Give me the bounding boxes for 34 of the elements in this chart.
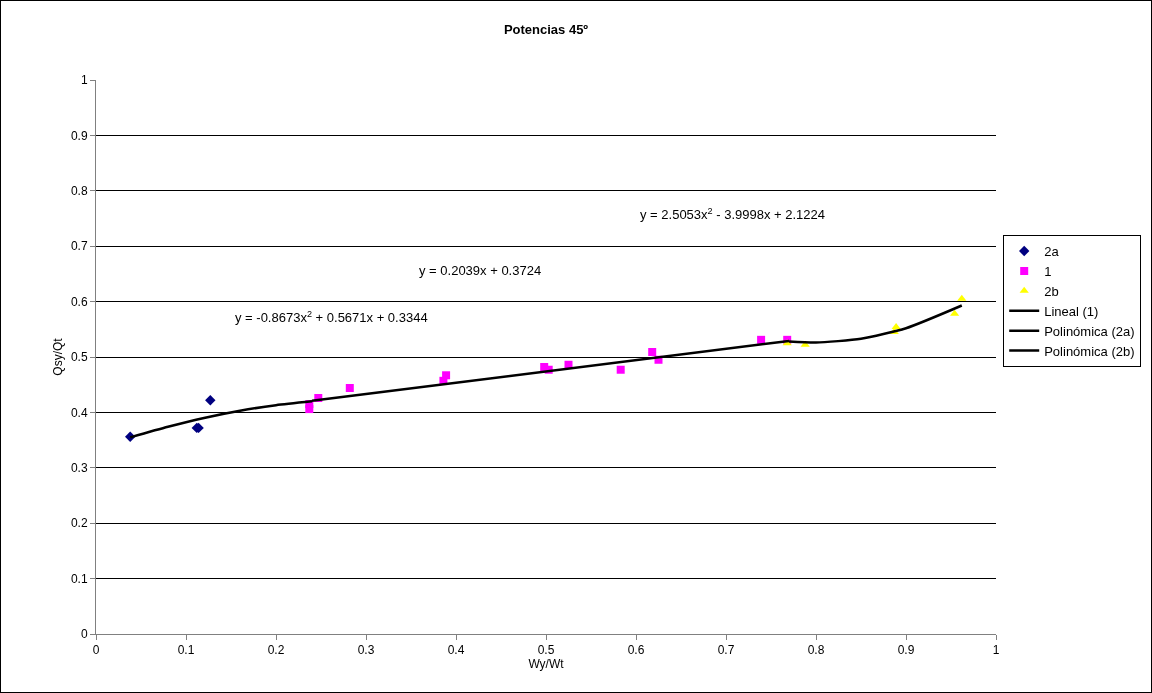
x-tick-label: 0.4 (447, 643, 465, 658)
annotation: y = -0.8673x$^{2}$ + 0.5671x + 0.3344 (235, 309, 428, 326)
y-tick-label: 1 (80, 73, 88, 88)
y-tick-label: 0.1 (70, 571, 88, 586)
y-tick-label: 0.6 (70, 294, 88, 309)
x-tick-label: 0.7 (717, 643, 735, 658)
legend-label: 2a (1044, 244, 1060, 260)
x-tick-label: 0.5 (537, 643, 555, 658)
x-tick-label: 0.1 (177, 643, 195, 658)
y-axis-title: Qsy/Qt (51, 337, 65, 376)
legend-label: 1 (1044, 264, 1052, 280)
legend-label: Polinómica (2b) (1044, 343, 1135, 359)
x-tick-label: 0 (92, 643, 100, 658)
chart-title: Potencias 45º (503, 22, 589, 38)
x-tick-label: 0.6 (627, 643, 645, 658)
legend-label: Lineal (1) (1044, 303, 1099, 319)
annotation: y = 0.2039x + 0.3724 (419, 263, 542, 278)
legend-label: Polinómica (2a) (1044, 323, 1135, 339)
x-tick-label: 0.2 (267, 643, 285, 658)
y-tick-label: 0.9 (70, 128, 88, 143)
legend-label: 2b (1044, 283, 1059, 299)
x-tick-label: 0.8 (807, 643, 825, 658)
x-tick-label: 1 (992, 643, 1000, 658)
x-tick-label: 0.3 (357, 643, 375, 658)
y-tick-label: 0.4 (70, 405, 88, 420)
annotation: y = 2.5053x$^{2}$ - 3.9998x + 2.1224 (640, 206, 826, 223)
y-tick-label: 0.2 (70, 516, 88, 531)
y-tick-label: 0.5 (70, 350, 88, 365)
y-tick-label: 0.7 (70, 239, 88, 254)
y-tick-label: 0 (80, 627, 88, 642)
x-tick-label: 0.9 (897, 643, 915, 658)
y-tick-label: 0.3 (70, 461, 88, 475)
x-axis-title: Wy/Wt (528, 657, 565, 672)
y-tick-label: 0.8 (70, 184, 88, 198)
